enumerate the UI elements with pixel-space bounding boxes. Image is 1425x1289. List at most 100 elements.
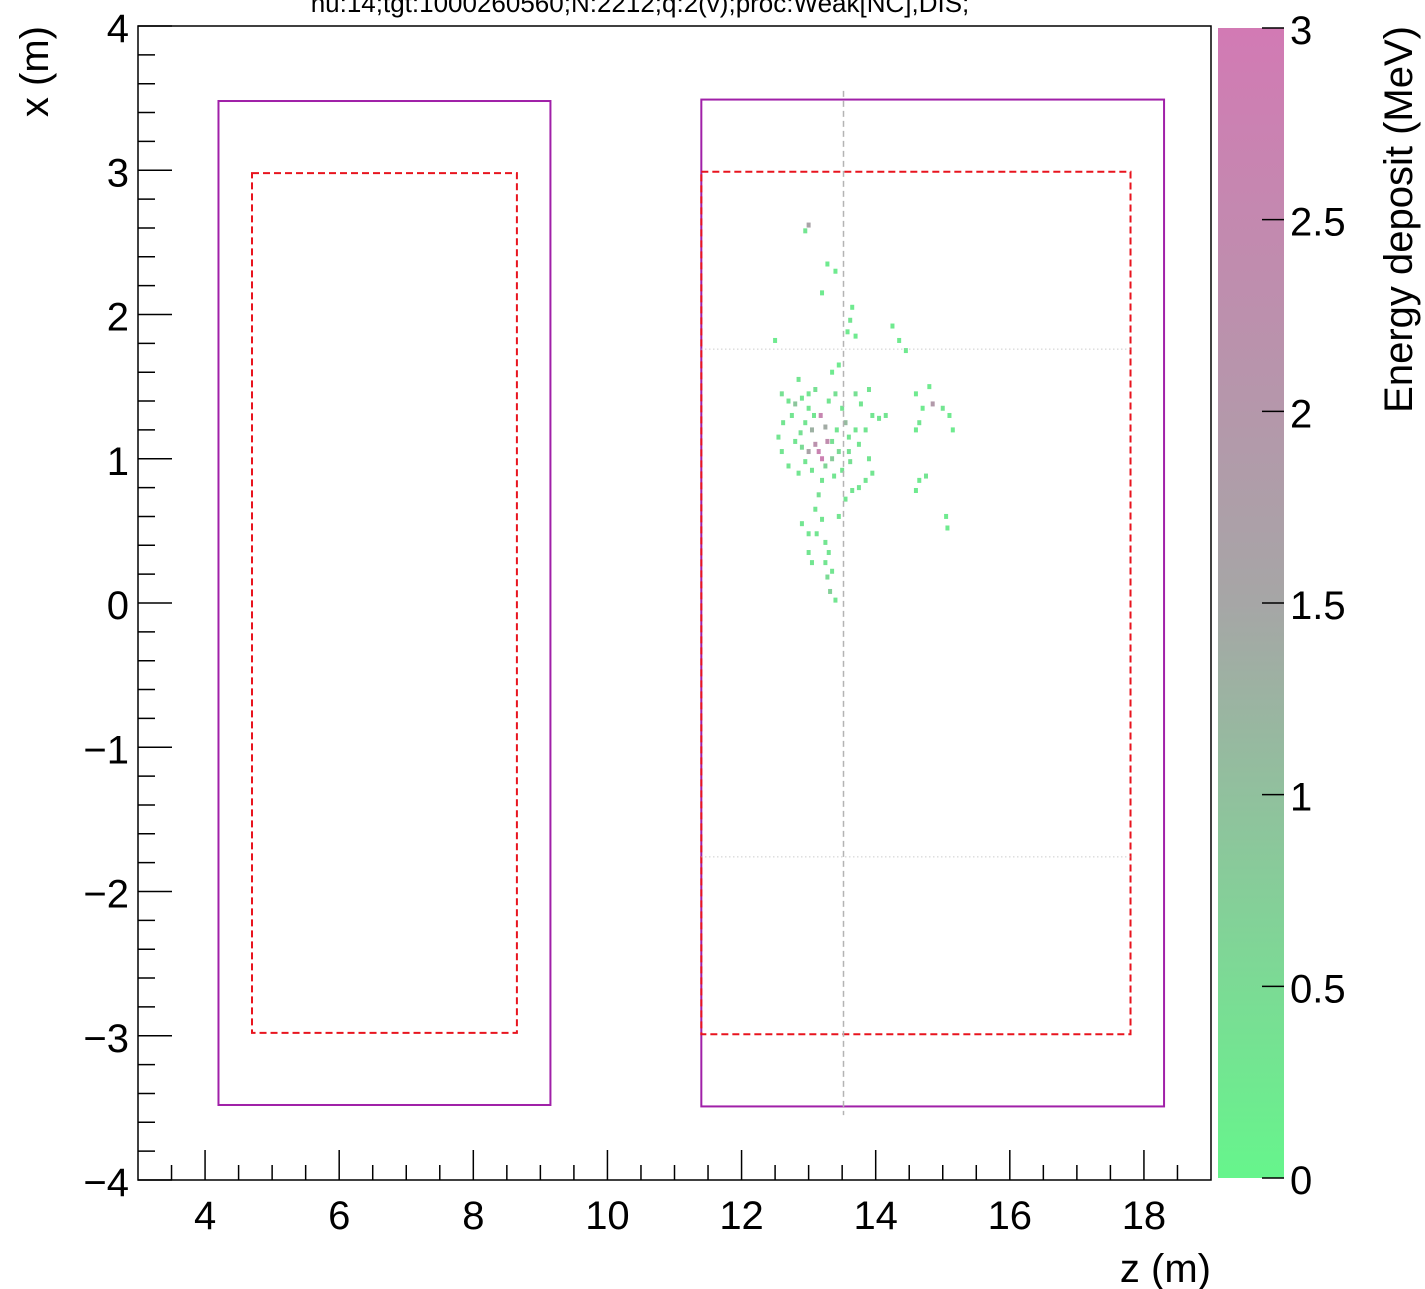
hit-46 bbox=[840, 467, 845, 473]
hit-56 bbox=[863, 477, 868, 483]
x-axis-label: z (m) bbox=[1120, 1247, 1211, 1289]
y-tick-label: 3 bbox=[107, 151, 129, 195]
hit-12 bbox=[836, 362, 841, 368]
hit-6 bbox=[848, 317, 853, 323]
hit-0 bbox=[806, 222, 811, 228]
hit-103 bbox=[870, 470, 875, 476]
hit-86 bbox=[917, 477, 922, 483]
hit-19 bbox=[799, 395, 804, 401]
hit-93 bbox=[803, 420, 808, 426]
hit-20 bbox=[806, 405, 811, 411]
hit-43 bbox=[816, 449, 821, 455]
plot-frame bbox=[137, 25, 1212, 1181]
hit-65 bbox=[826, 550, 831, 556]
hit-69 bbox=[828, 588, 833, 594]
detector-outlines bbox=[217, 90, 1166, 1116]
hit-21 bbox=[813, 387, 818, 393]
hit-29 bbox=[836, 449, 841, 455]
hit-48 bbox=[856, 441, 861, 447]
hit-7 bbox=[845, 329, 850, 335]
y-tick-label: 4 bbox=[107, 7, 129, 51]
hit-67 bbox=[830, 568, 835, 574]
chart-title: nu:14;tgt:1000260560;N:2212;q:2(v);proc:… bbox=[311, 0, 970, 18]
hit-89 bbox=[944, 513, 949, 519]
hit-66 bbox=[823, 560, 828, 566]
hit-81 bbox=[940, 405, 945, 411]
hit-76 bbox=[843, 496, 848, 502]
hit-40 bbox=[789, 412, 794, 418]
hit-27 bbox=[843, 420, 848, 426]
hit-34 bbox=[799, 444, 804, 450]
hit-82 bbox=[947, 412, 952, 418]
hit-97 bbox=[809, 467, 814, 473]
hit-58 bbox=[850, 487, 855, 493]
hit-52 bbox=[883, 412, 888, 418]
x-tick-label: 16 bbox=[988, 1194, 1033, 1238]
hit-60 bbox=[816, 492, 821, 498]
hit-23 bbox=[823, 424, 828, 430]
hit-47 bbox=[848, 459, 853, 465]
hit-32 bbox=[813, 441, 818, 447]
hit-74 bbox=[799, 521, 804, 527]
hit-18 bbox=[793, 401, 798, 407]
hit-72 bbox=[809, 560, 814, 566]
hit-5 bbox=[850, 304, 855, 310]
hit-70 bbox=[833, 597, 838, 603]
hit-77 bbox=[913, 391, 918, 397]
y-axis-label: x (m) bbox=[13, 26, 57, 117]
hit-101 bbox=[853, 427, 858, 433]
hit-26 bbox=[840, 405, 845, 411]
hit-85 bbox=[913, 427, 918, 433]
hit-1 bbox=[803, 228, 808, 234]
x-tick-label: 18 bbox=[1122, 1194, 1167, 1238]
y-tick-label: −2 bbox=[83, 873, 129, 917]
outer-box-1 bbox=[700, 98, 1166, 1108]
x-tick-label: 12 bbox=[719, 1194, 764, 1238]
y-axis-ticks: 4 3 2 1 0 −1 −2 −3 −4 bbox=[83, 7, 172, 1205]
hit-33 bbox=[806, 449, 811, 455]
y-tick-label: 0 bbox=[107, 584, 129, 628]
hit-64 bbox=[823, 539, 828, 545]
hit-61 bbox=[813, 506, 818, 512]
hit-4 bbox=[820, 290, 825, 296]
hit-92 bbox=[811, 412, 816, 418]
hit-79 bbox=[920, 405, 925, 411]
hit-37 bbox=[779, 449, 784, 455]
hit-36 bbox=[786, 463, 791, 469]
x-tick-label: 6 bbox=[328, 1194, 350, 1238]
hit-68 bbox=[825, 574, 830, 580]
hit-84 bbox=[917, 420, 922, 426]
hit-102 bbox=[866, 456, 871, 462]
hit-13 bbox=[830, 369, 835, 375]
hit-16 bbox=[779, 391, 784, 397]
hit-54 bbox=[858, 401, 863, 407]
hit-49 bbox=[863, 427, 868, 433]
hit-41 bbox=[798, 430, 803, 436]
inner-box-0 bbox=[251, 172, 518, 1034]
hit-63 bbox=[814, 531, 819, 537]
hit-15 bbox=[773, 337, 778, 343]
hit-25 bbox=[833, 391, 838, 397]
hit-10 bbox=[897, 337, 902, 343]
hit-100 bbox=[846, 449, 851, 455]
hit-88 bbox=[913, 487, 918, 493]
outer-box-0 bbox=[217, 100, 552, 1106]
hit-62 bbox=[820, 516, 825, 522]
hit-42 bbox=[809, 427, 814, 433]
colorbar-tick-label: 2 bbox=[1290, 392, 1312, 436]
hit-71 bbox=[806, 550, 811, 556]
hit-51 bbox=[877, 415, 882, 421]
hit-91 bbox=[806, 391, 811, 397]
hits-layer bbox=[773, 222, 955, 603]
colorbar-tick-label: 0.5 bbox=[1290, 967, 1346, 1011]
y-tick-label: −4 bbox=[83, 1161, 129, 1205]
hit-83 bbox=[950, 427, 955, 433]
colorbar-tick-label: 1 bbox=[1290, 776, 1312, 820]
hit-53 bbox=[866, 387, 871, 393]
colorbar-tick-label: 3 bbox=[1290, 9, 1312, 53]
colorbar-tick-label: 2.5 bbox=[1290, 201, 1346, 245]
hit-55 bbox=[853, 391, 858, 397]
y-tick-label: 1 bbox=[107, 440, 129, 484]
colorbar-label: Energy deposit (MeV) bbox=[1377, 26, 1421, 413]
hit-28 bbox=[846, 434, 851, 440]
